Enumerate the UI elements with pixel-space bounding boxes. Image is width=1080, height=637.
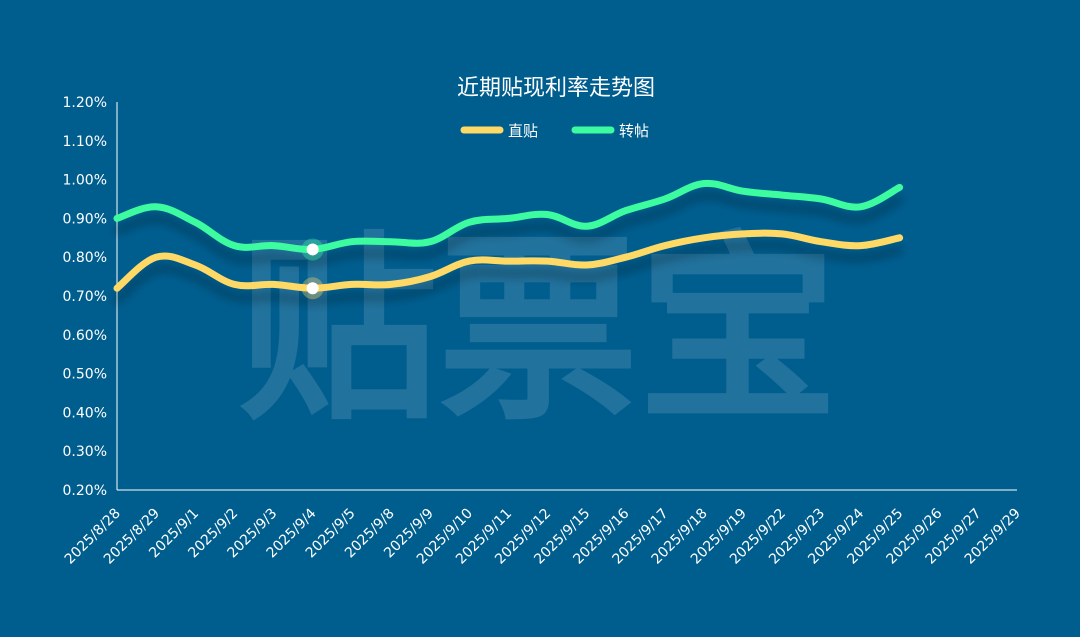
highlight-points — [301, 238, 324, 300]
y-tick-label: 1.20% — [63, 95, 107, 111]
watermark-text: 贴票宝 — [238, 215, 838, 448]
y-tick-label: 0.80% — [63, 250, 107, 266]
y-tick-label: 0.30% — [63, 444, 107, 460]
highlight-point[interactable] — [306, 282, 319, 295]
legend-label[interactable]: 转帖 — [619, 122, 649, 140]
y-tick-label: 1.10% — [63, 134, 107, 150]
series-line-1[interactable] — [113, 229, 904, 292]
y-tick-label: 0.40% — [63, 405, 107, 421]
series-group — [113, 179, 904, 292]
y-tick-label: 0.70% — [63, 289, 107, 305]
highlight-point[interactable] — [306, 243, 319, 256]
legend[interactable]: 直贴 转帖 — [460, 122, 649, 140]
y-tick-label: 1.00% — [63, 173, 107, 189]
y-tick-label: 0.20% — [63, 483, 107, 499]
y-tick-label: 0.50% — [63, 367, 107, 383]
legend-label[interactable]: 直贴 — [508, 122, 538, 140]
chart-title: 近期贴现利率走势图 — [457, 76, 655, 101]
y-tick-label: 0.90% — [63, 211, 107, 227]
y-tick-label: 0.60% — [63, 328, 107, 344]
series-line-2[interactable] — [113, 179, 904, 253]
